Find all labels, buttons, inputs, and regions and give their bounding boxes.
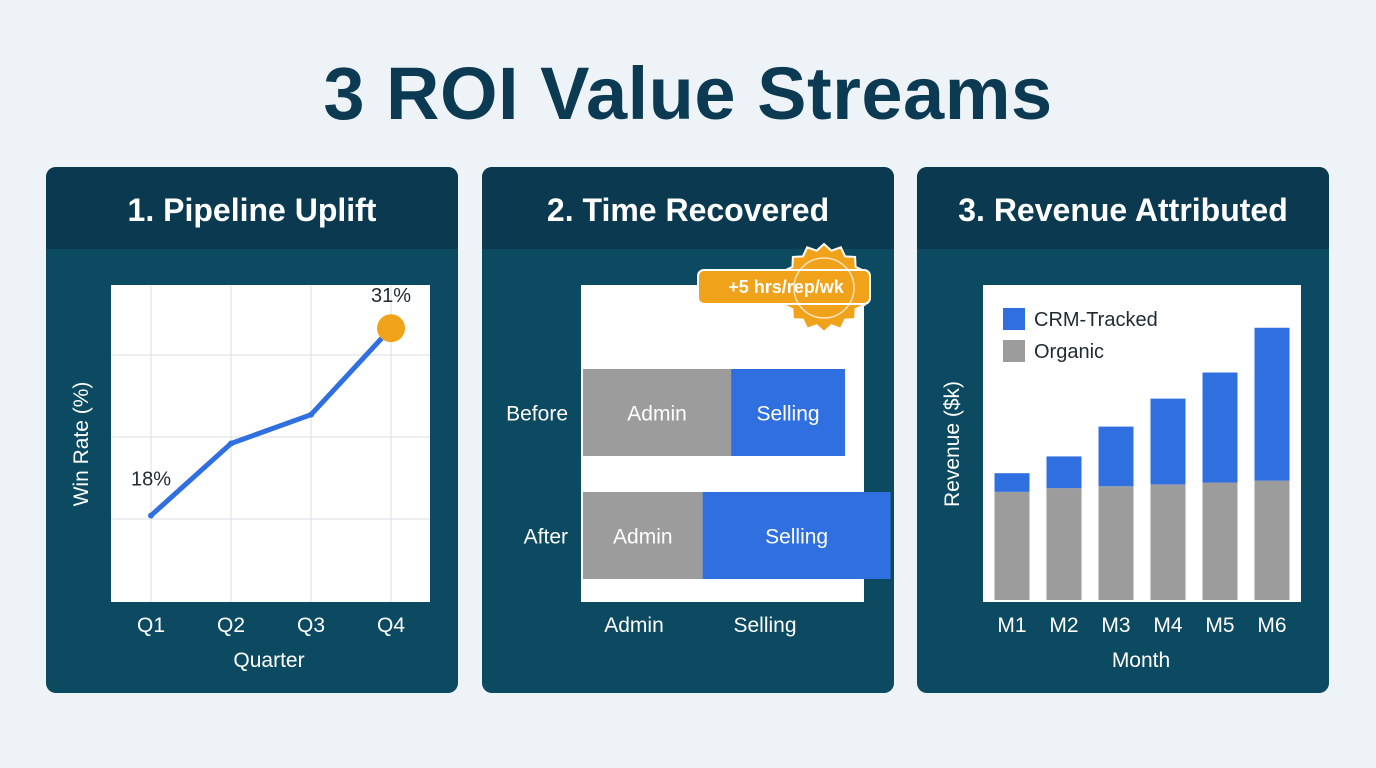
legend-swatch xyxy=(1003,340,1025,362)
legend-swatch xyxy=(1003,308,1025,330)
bar-label: Admin xyxy=(627,403,687,426)
panel-revenue-attributed: 3. Revenue Attributed M1 M2 M3 M4 M5 M6 CRM-Tr… xyxy=(917,167,1329,693)
data-label: 18% xyxy=(131,469,171,491)
bar-segment xyxy=(1098,486,1134,600)
bar-segment xyxy=(1254,480,1290,600)
time-recovered-chart: Admin Selling Before Admin Selling After Admin… xyxy=(506,285,891,637)
revenue-attributed-chart: M1 M2 M3 M4 M5 M6 CRM-Tracked Organic Month Reven… xyxy=(941,285,1301,672)
panel-header xyxy=(917,167,1329,249)
panel-header xyxy=(46,167,458,249)
x-tick-label: M1 xyxy=(997,614,1026,637)
panel-title: 1. Pipeline Uplift xyxy=(127,192,377,228)
bar-segment xyxy=(1150,398,1186,485)
win-rate-line xyxy=(148,325,394,519)
bar-segment xyxy=(1046,488,1082,600)
page-title: 3 ROI Value Streams xyxy=(323,52,1053,135)
axis-category-label: Selling xyxy=(733,614,796,637)
plot-area xyxy=(111,285,430,602)
pipeline-uplift-chart: 18% 31% Q1 Q2 Q3 Q4 Quarter Win Rate (%) xyxy=(70,285,430,672)
panel-title: 3. Revenue Attributed xyxy=(958,192,1288,228)
y-axis-label: Revenue ($k) xyxy=(941,381,964,507)
x-tick-label: M6 xyxy=(1257,614,1286,637)
y-axis-label: Win Rate (%) xyxy=(70,382,93,507)
x-tick-label: M4 xyxy=(1153,614,1182,637)
bar-segment xyxy=(1254,327,1290,481)
x-tick-label: Q2 xyxy=(217,614,245,637)
data-label: 31% xyxy=(371,285,411,307)
bar-segment xyxy=(994,491,1030,600)
x-tick-label: Q1 xyxy=(137,614,165,637)
data-point xyxy=(148,512,154,519)
bar-segment xyxy=(731,369,845,456)
bar-segment xyxy=(583,492,703,579)
x-axis-label: Quarter xyxy=(233,649,304,672)
panel-time-recovered: 2. Time Recovered Admin Selling Before Admi… xyxy=(482,167,894,693)
bar-segment xyxy=(1202,372,1238,483)
bar-label: Selling xyxy=(765,526,828,549)
panel-pipeline-uplift: 1. Pipeline Uplift 18% 31% Q1 Q2 Q3 Q4 Quarter… xyxy=(46,167,458,693)
axis-category-label: Admin xyxy=(604,614,664,637)
bar-segment xyxy=(583,369,732,456)
bar-label: Admin xyxy=(613,526,673,549)
data-point xyxy=(377,314,405,343)
panel-title: 2. Time Recovered xyxy=(546,192,830,228)
data-point xyxy=(308,411,314,418)
bar-segment xyxy=(1202,482,1238,600)
plot-area xyxy=(983,285,1301,602)
x-tick-label: M2 xyxy=(1049,614,1078,637)
bar-label: Selling xyxy=(757,403,820,426)
bar-segment xyxy=(994,473,1030,492)
bar-segment xyxy=(1098,426,1134,487)
category-label: After xyxy=(524,526,568,549)
legend-label: CRM-Tracked xyxy=(1034,309,1158,331)
bar-segment xyxy=(1150,484,1186,600)
data-point xyxy=(228,440,234,447)
legend-label: Organic xyxy=(1034,341,1104,363)
x-tick-label: M5 xyxy=(1205,614,1234,637)
time-saved-badge: +5 hrs/rep/wk xyxy=(728,277,844,297)
x-tick-label: Q3 xyxy=(297,614,325,637)
category-label: Before xyxy=(506,403,568,426)
x-tick-label: M3 xyxy=(1101,614,1130,637)
x-axis-label: Month xyxy=(1112,649,1170,672)
bar-segment xyxy=(702,492,891,579)
bar-segment xyxy=(1046,456,1082,489)
seal-badge-icon xyxy=(697,242,871,334)
x-tick-label: Q4 xyxy=(377,614,405,637)
panel-header xyxy=(482,167,894,249)
